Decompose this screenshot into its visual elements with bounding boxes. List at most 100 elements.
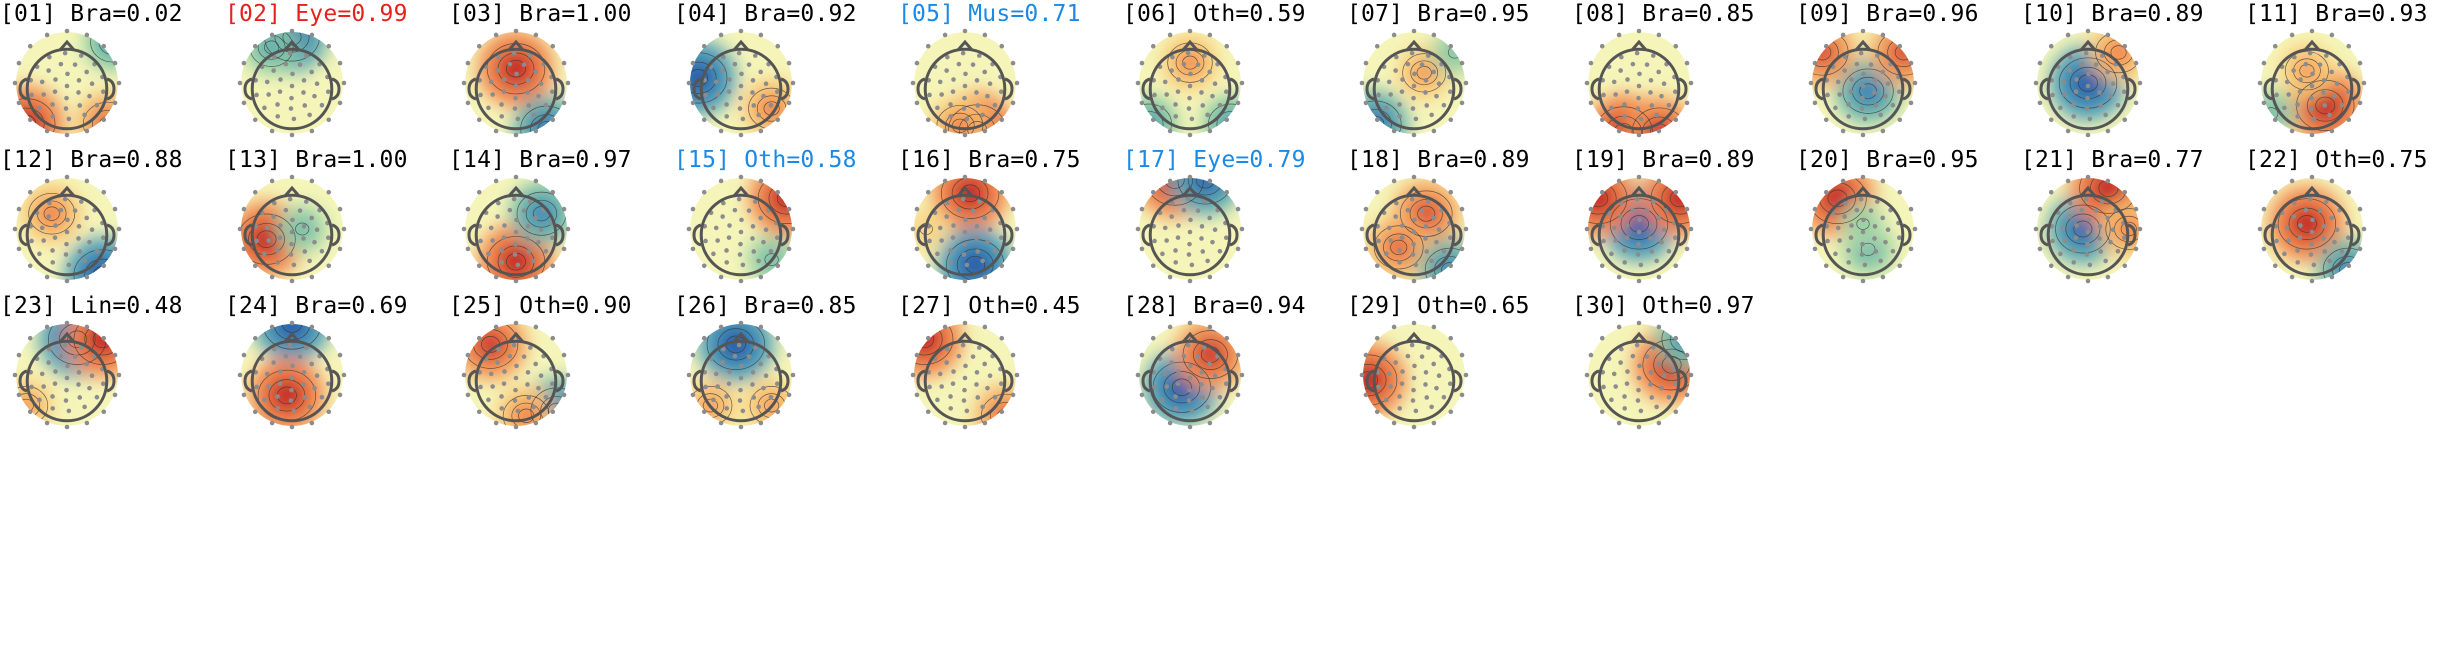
sensor-dot xyxy=(2099,53,2105,58)
sensor-dot xyxy=(1413,116,1419,122)
sensor-dot xyxy=(533,128,539,134)
sensor-dot xyxy=(1359,372,1365,378)
sensor-dot xyxy=(703,238,708,244)
sensor-dot xyxy=(72,354,78,359)
negative-source-blob xyxy=(1852,212,1874,235)
sensor-dot xyxy=(307,112,312,118)
sensor-dot xyxy=(2087,262,2093,268)
sensor-dot xyxy=(1636,174,1642,180)
right-ear-shape xyxy=(1902,77,1912,101)
sensor-dot xyxy=(2060,79,2066,85)
sensor-dot xyxy=(1656,361,1661,367)
sensor-dot xyxy=(84,128,90,134)
sensor-dot xyxy=(1609,251,1614,257)
sensor-dot xyxy=(1400,223,1405,228)
sensor-dot xyxy=(27,189,33,195)
sensor-dot xyxy=(94,394,100,400)
sensor-dot xyxy=(237,80,243,86)
sensor-dot xyxy=(1638,262,1644,268)
head-circle xyxy=(250,47,334,131)
sensor-dot xyxy=(307,258,312,264)
sensor-dot xyxy=(490,92,495,97)
nose-shape xyxy=(732,185,750,197)
sensor-dot xyxy=(514,363,519,369)
sensor-dot xyxy=(1823,263,1829,269)
sensor-dot xyxy=(974,382,979,387)
sensor-dot xyxy=(1207,420,1213,426)
sensor-dot xyxy=(531,258,536,264)
sensor-dot xyxy=(1656,32,1662,38)
sensor-dot xyxy=(942,420,948,426)
sensor-dot xyxy=(252,263,258,269)
sensor-dot xyxy=(488,225,494,231)
sensor-dot xyxy=(64,95,69,101)
sensor-dot xyxy=(1588,246,1594,252)
sensor-dot xyxy=(1848,235,1854,240)
sensor-dot xyxy=(2086,71,2091,77)
sensor-dot xyxy=(62,50,68,56)
sensor-dot xyxy=(1812,246,1818,252)
left-ear-shape xyxy=(1365,77,1375,101)
sensor-dot xyxy=(116,226,122,232)
component-cell: [10] Bra=0.89 xyxy=(2021,0,2231,205)
sensor-dot xyxy=(64,424,70,430)
sensor-dot xyxy=(2346,43,2352,49)
sensor-dot xyxy=(1424,395,1430,400)
sensor-dot xyxy=(513,28,519,34)
head-circle xyxy=(1372,47,1456,131)
sensor-dot xyxy=(1423,382,1428,387)
sensor-dot xyxy=(1386,225,1392,231)
contour-line xyxy=(1842,68,1894,114)
component-cell: [27] Oth=0.45 xyxy=(898,292,1108,497)
sensor-dot xyxy=(739,217,744,223)
right-ear-shape xyxy=(1678,369,1688,393)
sensor-dot xyxy=(2074,77,2079,82)
sensor-dot xyxy=(288,252,294,257)
sensor-dot xyxy=(2068,200,2073,206)
sensor-array xyxy=(910,174,1020,284)
sensor-dot xyxy=(1374,117,1380,123)
sensor-dot xyxy=(948,114,954,119)
sensor-dot xyxy=(1394,346,1399,352)
sensor-dot xyxy=(1431,274,1437,280)
sensor-dot xyxy=(476,43,482,49)
sensor-dot xyxy=(1833,105,1838,111)
sensor-dot xyxy=(1656,128,1662,134)
sensor-dot xyxy=(987,227,993,232)
sensor-dot xyxy=(301,224,307,229)
sensor-dot xyxy=(1837,92,1842,97)
sensor-dot xyxy=(1223,235,1229,240)
sensor-dot xyxy=(962,28,968,34)
sensor-dot xyxy=(1616,274,1622,280)
sensor-dot xyxy=(2334,227,2340,232)
sensor-dot xyxy=(774,235,780,240)
sensor-dot xyxy=(84,324,90,330)
component-label: [10] Bra=0.89 xyxy=(2021,1,2204,27)
sensor-dot xyxy=(1441,248,1447,254)
sensor-dot xyxy=(1619,54,1624,60)
right-ear-shape xyxy=(555,77,565,101)
sensor-dot xyxy=(2309,132,2315,138)
left-ear-shape xyxy=(1365,369,1375,393)
sensor-dot xyxy=(271,360,276,365)
sensor-dot xyxy=(925,409,931,415)
sensor-dot xyxy=(1181,61,1187,67)
sensor-dot xyxy=(1868,62,1874,67)
sensor-dot xyxy=(1849,77,1854,82)
sensor-dot xyxy=(945,54,950,60)
component-cell: [12] Bra=0.88 xyxy=(0,146,210,351)
sensor-dot xyxy=(2329,178,2335,184)
sensor-dot xyxy=(758,324,764,330)
sensor-dot xyxy=(2067,214,2072,219)
sensor-dot xyxy=(2323,53,2329,58)
sensor-dot xyxy=(775,189,781,195)
sensor-dot xyxy=(2079,207,2085,213)
sensor-dot xyxy=(309,69,314,75)
sensor-dot xyxy=(746,354,752,359)
component-cell: [13] Bra=1.00 xyxy=(225,146,435,351)
sensor-dot xyxy=(1599,117,1605,123)
sensor-dot xyxy=(2085,95,2090,101)
negative-source-blob xyxy=(1434,254,1465,280)
sensor-dot xyxy=(1394,54,1399,60)
sensor-dot xyxy=(1872,236,1877,241)
